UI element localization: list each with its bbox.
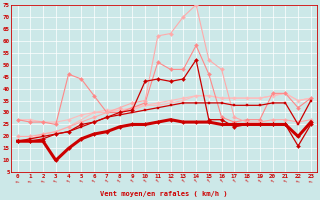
- Text: ↑: ↑: [65, 178, 72, 184]
- Text: ↑: ↑: [40, 178, 46, 184]
- Text: ↑: ↑: [167, 177, 174, 184]
- Text: ↑: ↑: [231, 177, 238, 184]
- Text: ↑: ↑: [27, 178, 33, 183]
- Text: ↑: ↑: [269, 177, 276, 184]
- Text: ↑: ↑: [15, 178, 20, 183]
- Text: ↑: ↑: [206, 177, 212, 184]
- Text: ↑: ↑: [129, 177, 136, 184]
- Text: ↑: ↑: [218, 177, 225, 184]
- Text: ↑: ↑: [52, 178, 59, 184]
- Text: ↑: ↑: [180, 177, 187, 184]
- Text: ↑: ↑: [257, 177, 263, 184]
- Text: ↑: ↑: [78, 178, 84, 184]
- Text: ↑: ↑: [91, 177, 97, 184]
- Text: ↑: ↑: [155, 177, 161, 184]
- X-axis label: Vent moyen/en rafales ( km/h ): Vent moyen/en rafales ( km/h ): [100, 191, 228, 197]
- Text: ↑: ↑: [308, 178, 314, 183]
- Text: ↑: ↑: [282, 178, 289, 184]
- Text: ↑: ↑: [295, 178, 301, 184]
- Text: ↑: ↑: [103, 177, 110, 184]
- Text: ↑: ↑: [142, 177, 148, 184]
- Text: ↑: ↑: [116, 177, 123, 184]
- Text: ↑: ↑: [193, 177, 199, 184]
- Text: ↑: ↑: [244, 177, 250, 184]
